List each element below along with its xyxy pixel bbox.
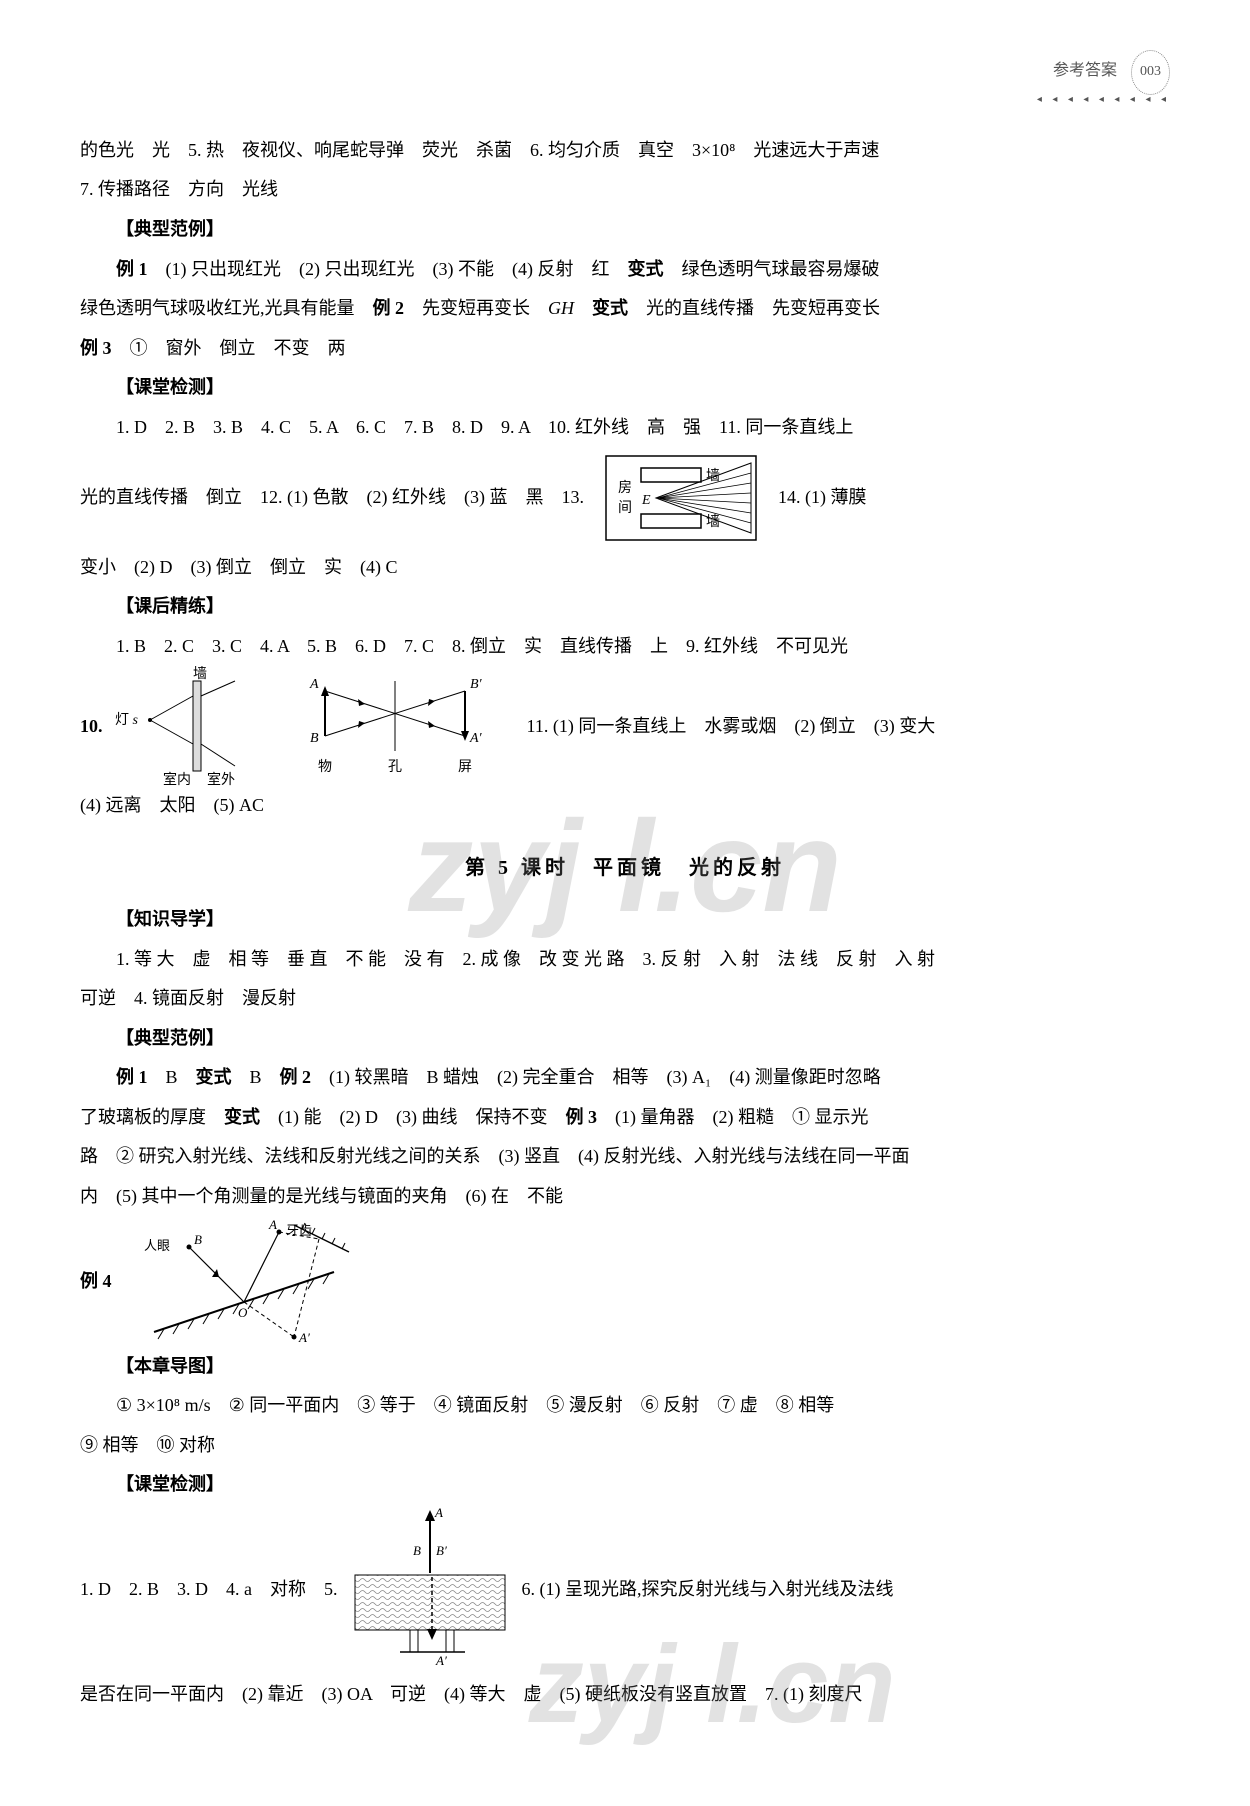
svg-text:B′: B′ [470,677,483,692]
header-dots: ◂ ◂ ◂ ◂ ◂ ◂ ◂ ◂ ◂ [80,89,1170,111]
sec4-line1: 1. 等 大 虚 相 等 垂 直 不 能 没 有 2. 成 像 改 变 光 路 … [80,940,1170,980]
svg-text:B′: B′ [436,1543,447,1558]
svg-text:物: 物 [318,759,332,775]
svg-text:A: A [309,677,319,692]
sec1-line2: 绿色透明气球吸收红光,光具有能量 例 2 先变短再变长 GH 变式 光的直线传播… [80,289,1170,329]
svg-text:A′: A′ [435,1653,447,1668]
sec3-line2: 10. 墙 灯 s 室内 室外 A B B′ A′ 物 孔 屏 11. (1) … [80,666,1170,786]
sec3-line3: (4) 远离 太阳 (5) AC [80,786,1170,826]
sec5-line4: 内 (5) 其中一个角测量的是光线与镜面的夹角 (6) 在 不能 [80,1177,1170,1217]
svg-text:人眼: 人眼 [144,1238,170,1253]
sec5-line2: 了玻璃板的厚度 变式 (1) 能 (2) D (3) 曲线 保持不变 例 3 (… [80,1098,1170,1138]
section-examples2-head: 【典型范例】 [80,1019,1170,1059]
header-label: 参考答案 [1053,62,1117,79]
sec3-line1: 1. B 2. C 3. C 4. A 5. B 6. D 7. C 8. 倒立… [80,627,1170,667]
svg-text:E: E [641,493,651,508]
section-classtest2-head: 【课堂检测】 [80,1465,1170,1505]
svg-text:墙: 墙 [706,514,720,530]
sec5-ex4: 例 4 O A 牙齿 [80,1217,1170,1347]
sec2-line3: 变小 (2) D (3) 倒立 倒立 实 (4) C [80,548,1170,588]
sec6-line2: ⑨ 相等 ⑩ 对称 [80,1426,1170,1466]
sec6-line1: ① 3×10⁸ m/s ② 同一平面内 ③ 等于 ④ 镜面反射 ⑤ 漫反射 ⑥ … [80,1386,1170,1426]
para1-line2: 7. 传播路径 方向 光线 [80,170,1170,210]
pinhole-diagram: 墙 灯 s 室内 室外 A B B′ A′ 物 孔 屏 [115,666,515,786]
svg-text:房: 房 [618,480,632,496]
lesson5-title: 第 5 课时 平面镜 光的反射 [80,846,1170,890]
svg-text:O: O [238,1305,248,1320]
mirror-reflection-diagram: O A 牙齿 B 人眼 A′ [124,1217,364,1347]
svg-text:墙: 墙 [193,666,207,682]
svg-text:B: B [310,731,319,746]
svg-text:A′: A′ [298,1330,310,1345]
para1-line1: 的色光 光 5. 热 夜视仪、响尾蛇导弹 荧光 杀菌 6. 均匀介质 真空 3×… [80,131,1170,171]
svg-text:室外: 室外 [207,771,235,786]
sec1-line1: 例 1 (1) 只出现红光 (2) 只出现红光 (3) 不能 (4) 反射 红 … [80,250,1170,290]
room-diagram: 房 间 E 墙 墙 [596,448,766,548]
sec7-line2: zyj l.cn 是否在同一平面内 (2) 靠近 (3) OA 可逆 (4) 等… [80,1675,1170,1715]
svg-text:牙齿: 牙齿 [286,1223,312,1238]
sec4-line2: 可逆 4. 镜面反射 漫反射 [80,979,1170,1019]
section-knowledge-head: 【知识导学】 [80,900,1170,940]
svg-text:A: A [434,1505,443,1520]
sec7-line1: 1. D 2. B 3. D 4. a 对称 5. A B B′ A′ 6. (… [80,1505,1170,1675]
sec5-line3: 路 ② 研究入射光线、法线和反射光线之间的关系 (3) 竖直 (4) 反射光线、… [80,1137,1170,1177]
sec5-line1: 例 1 B 变式 B 例 2 (1) 较黑暗 B 蜡烛 (2) 完全重合 相等 … [80,1058,1170,1098]
section-practice-head: 【课后精练】 [80,587,1170,627]
page-header: 参考答案 003 ◂ ◂ ◂ ◂ ◂ ◂ ◂ ◂ ◂ [80,50,1170,111]
svg-text:A: A [268,1217,277,1232]
svg-text:屏: 屏 [458,760,472,775]
ex2-var-label: 变式 [592,298,628,318]
sec2-line1: 1. D 2. B 3. B 4. C 5. A 6. C 7. B 8. D … [80,408,1170,448]
arrow-mirror-diagram: A B B′ A′ [350,1505,510,1675]
svg-text:孔: 孔 [388,759,402,775]
lesson5-section: zyj l.cn 第 5 课时 平面镜 光的反射 [80,846,1170,890]
ex2-label: 例 2 [373,298,405,318]
svg-text:A′: A′ [469,731,483,746]
section-classtest-head: 【课堂检测】 [80,368,1170,408]
svg-text:室内: 室内 [163,771,191,786]
ex3-label: 例 3 [80,338,112,358]
sec2-line2: 光的直线传播 倒立 12. (1) 色散 (2) 红外线 (3) 蓝 黑 13.… [80,448,1170,548]
svg-text:B: B [413,1543,421,1558]
svg-text:间: 间 [618,500,632,516]
svg-text:灯 s: 灯 s [115,712,139,728]
section-chapter-map-head: 【本章导图】 [80,1347,1170,1387]
svg-text:B: B [194,1232,202,1247]
sec1-line3: 例 3 ① 窗外 倒立 不变 两 [80,329,1170,369]
ex1-var-label: 变式 [627,259,663,279]
ex1-label: 例 1 [116,259,148,279]
section-examples-head: 【典型范例】 [80,210,1170,250]
